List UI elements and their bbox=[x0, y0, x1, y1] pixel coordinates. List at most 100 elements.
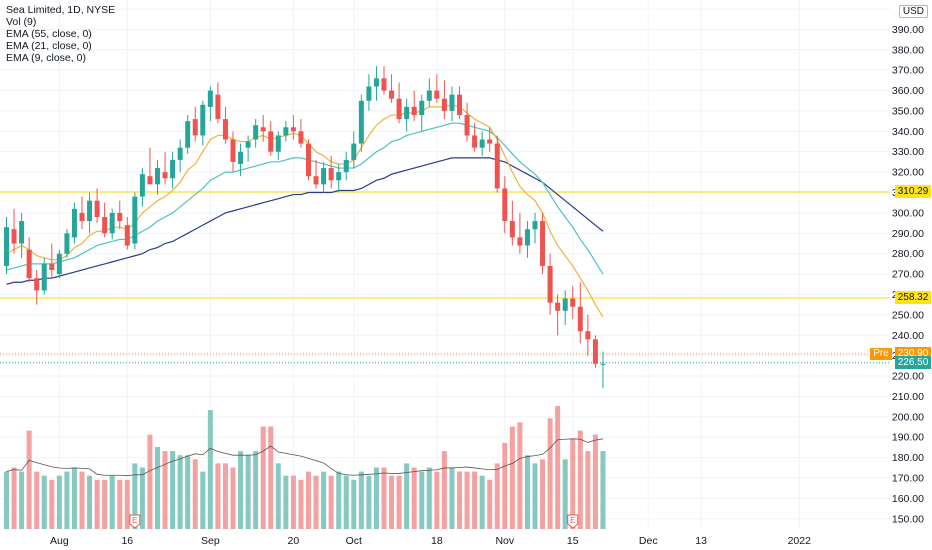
volume-bar bbox=[132, 463, 138, 529]
candle-body bbox=[170, 159, 176, 179]
legend-ema21[interactable]: EMA (21, close, 0) bbox=[6, 40, 92, 52]
volume-bar bbox=[389, 475, 395, 529]
time-tick-label: Dec bbox=[639, 535, 658, 547]
earnings-marker-label: E bbox=[570, 516, 575, 525]
ema55-line bbox=[6, 157, 604, 285]
volume-bar bbox=[102, 479, 108, 529]
currency-button[interactable]: USD bbox=[898, 5, 928, 18]
volume-bar bbox=[358, 471, 364, 529]
candle-body bbox=[230, 139, 236, 162]
legend-symbol[interactable]: Sea Limited, 1D, NYSE bbox=[6, 4, 116, 16]
volume-bar bbox=[577, 430, 583, 529]
candle-body bbox=[404, 106, 410, 120]
candle-body bbox=[238, 151, 244, 164]
volume-bar bbox=[441, 451, 447, 529]
volume-bar bbox=[540, 459, 546, 529]
volume-bar bbox=[64, 471, 70, 529]
pre-market-label: Pre bbox=[870, 347, 892, 360]
volume-bar bbox=[351, 479, 357, 529]
legend-ema9[interactable]: EMA (9, close, 0) bbox=[6, 52, 86, 64]
time-axis[interactable]: Aug 16 Sep 20 Oct 18 Nov 15 Dec 13 2022 bbox=[50, 535, 811, 547]
candle-body bbox=[396, 98, 402, 120]
price-tick-label: 380.00 bbox=[892, 44, 924, 56]
legend-vol[interactable]: Vol (9) bbox=[6, 16, 37, 28]
candle-body bbox=[494, 143, 500, 189]
volume-bar bbox=[109, 475, 115, 529]
volume-bar bbox=[336, 471, 342, 529]
candle-body bbox=[185, 121, 191, 148]
volume-bar bbox=[404, 463, 410, 529]
volume-bar bbox=[11, 467, 17, 529]
candle-body bbox=[321, 168, 327, 185]
price-tick-label: 360.00 bbox=[892, 85, 924, 97]
volume-bar bbox=[4, 471, 9, 529]
candle-body bbox=[155, 168, 160, 185]
price-tick-label: 180.00 bbox=[892, 452, 924, 464]
candle-body bbox=[139, 174, 145, 197]
candle-body bbox=[260, 127, 266, 132]
candle-body bbox=[336, 172, 342, 181]
candle-body bbox=[524, 229, 530, 246]
volume-bar bbox=[517, 422, 523, 529]
price-tick-label: 170.00 bbox=[892, 473, 924, 485]
candle-body bbox=[381, 78, 387, 91]
candle-body bbox=[34, 278, 40, 291]
volume-bar bbox=[155, 447, 160, 529]
volume-bar bbox=[555, 406, 561, 529]
candle-body bbox=[464, 115, 470, 136]
volume-bar bbox=[117, 479, 123, 529]
price-axis[interactable]: 150.00 160.00 170.00 180.00 190.00 200.00 210.… bbox=[890, 0, 932, 550]
volume-bar bbox=[268, 426, 274, 529]
candle-body bbox=[328, 168, 334, 181]
volume-bar bbox=[79, 471, 85, 529]
volume-ma-line bbox=[6, 438, 604, 477]
candle-body bbox=[117, 212, 123, 222]
volume-bar bbox=[260, 426, 266, 529]
chart-legend: Sea Limited, 1D, NYSE Vol (9) EMA (55, c… bbox=[6, 4, 115, 64]
candle-body bbox=[449, 94, 455, 111]
candle-body bbox=[132, 196, 138, 244]
candle-body bbox=[207, 90, 213, 107]
candle-body bbox=[215, 94, 221, 120]
volume-bar bbox=[147, 434, 153, 529]
legend-ema55[interactable]: EMA (55, close, 0) bbox=[6, 28, 92, 40]
candle-body bbox=[457, 94, 462, 116]
candle-body bbox=[306, 143, 311, 177]
volume-bar bbox=[238, 451, 244, 529]
price-axis-bg bbox=[890, 0, 932, 550]
candle-body bbox=[502, 188, 508, 222]
candle-body bbox=[532, 221, 538, 230]
candle-body bbox=[411, 106, 417, 116]
volume-bar bbox=[457, 471, 462, 529]
last-price-tag: 226.50 bbox=[895, 356, 931, 370]
price-tick-label: 290.00 bbox=[892, 228, 924, 240]
price-tick-label: 270.00 bbox=[892, 269, 924, 281]
volume-bar bbox=[222, 463, 228, 529]
candle-body bbox=[283, 127, 289, 136]
time-tick-label: 16 bbox=[121, 535, 133, 547]
price-tick-label: 200.00 bbox=[892, 411, 924, 423]
price-tick-label: 370.00 bbox=[892, 65, 924, 77]
volume-bar bbox=[585, 451, 591, 529]
candle-body bbox=[358, 100, 364, 144]
volume-bar bbox=[547, 418, 553, 529]
volume-bar bbox=[49, 479, 55, 529]
volume-bar bbox=[449, 467, 455, 529]
candle-body bbox=[290, 127, 296, 132]
earnings-marker-icon bbox=[129, 514, 141, 529]
candle-body bbox=[268, 131, 274, 152]
volume-bar bbox=[562, 459, 568, 529]
ema21-line bbox=[6, 122, 604, 275]
volume-bar bbox=[71, 467, 77, 529]
volume-bar bbox=[373, 467, 379, 529]
volume-bar bbox=[434, 471, 440, 529]
price-tick-label: 190.00 bbox=[892, 432, 924, 444]
volume-bar bbox=[290, 475, 296, 529]
candle-body bbox=[540, 221, 546, 266]
time-tick-label: 18 bbox=[431, 535, 443, 547]
time-tick-label: Aug bbox=[50, 535, 69, 547]
volume-bar bbox=[34, 471, 40, 529]
candle-body bbox=[313, 176, 319, 185]
price-tick-label: 280.00 bbox=[892, 248, 924, 260]
